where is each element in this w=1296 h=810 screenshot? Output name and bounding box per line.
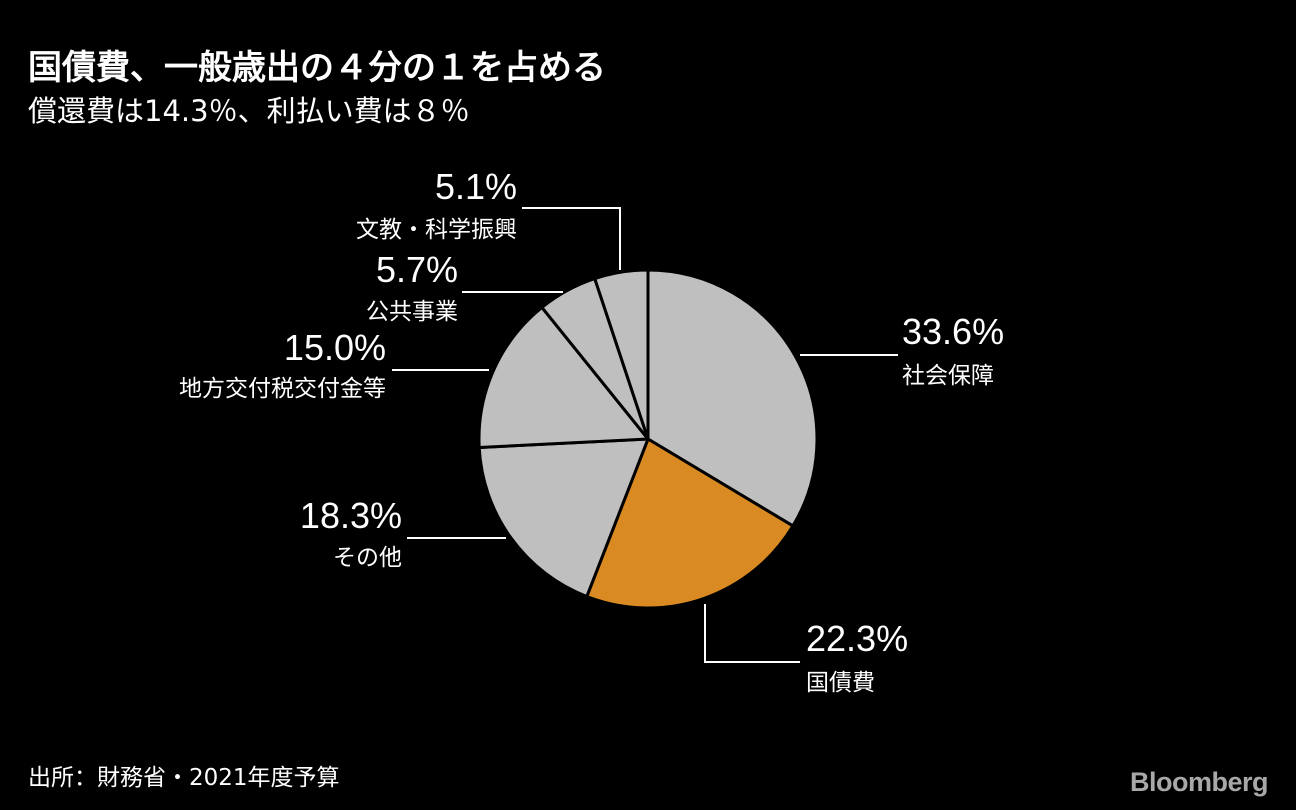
pie-slice [477, 305, 650, 449]
leader-line [704, 604, 800, 663]
pie-slice [593, 268, 650, 441]
chart-subtitle: 償還費は14.3％、利払い費は８％ [28, 94, 470, 128]
slice-category-label: その他 [333, 545, 402, 571]
slice-value-label: 33.6% [902, 311, 1004, 352]
slice-value-label: 5.1% [435, 166, 517, 207]
slice-value-label: 15.0% [284, 327, 386, 368]
bloomberg-logo: Bloomberg [1129, 767, 1269, 797]
slice-category-label: 地方交付税交付金等 [179, 376, 386, 402]
slice-value-label: 5.7% [376, 249, 458, 290]
slice-category-label: 公共事業 [366, 299, 458, 325]
slice-value-label: 18.3% [300, 495, 402, 536]
slice-value-label: 22.3% [806, 618, 908, 659]
slice-category-label: 文教・科学振興 [356, 217, 517, 243]
slice-category-label: 国債費 [806, 670, 875, 696]
source-note: 出所：財務省・2021年度予算 [28, 765, 340, 791]
pie-slice [646, 268, 819, 528]
leader-line [522, 207, 621, 270]
slice-category-label: 社会保障 [902, 363, 994, 389]
pie-slice [477, 437, 650, 599]
pie-slice [585, 437, 795, 610]
chart-title: 国債費、一般歳出の４分の１を占める [28, 48, 606, 88]
